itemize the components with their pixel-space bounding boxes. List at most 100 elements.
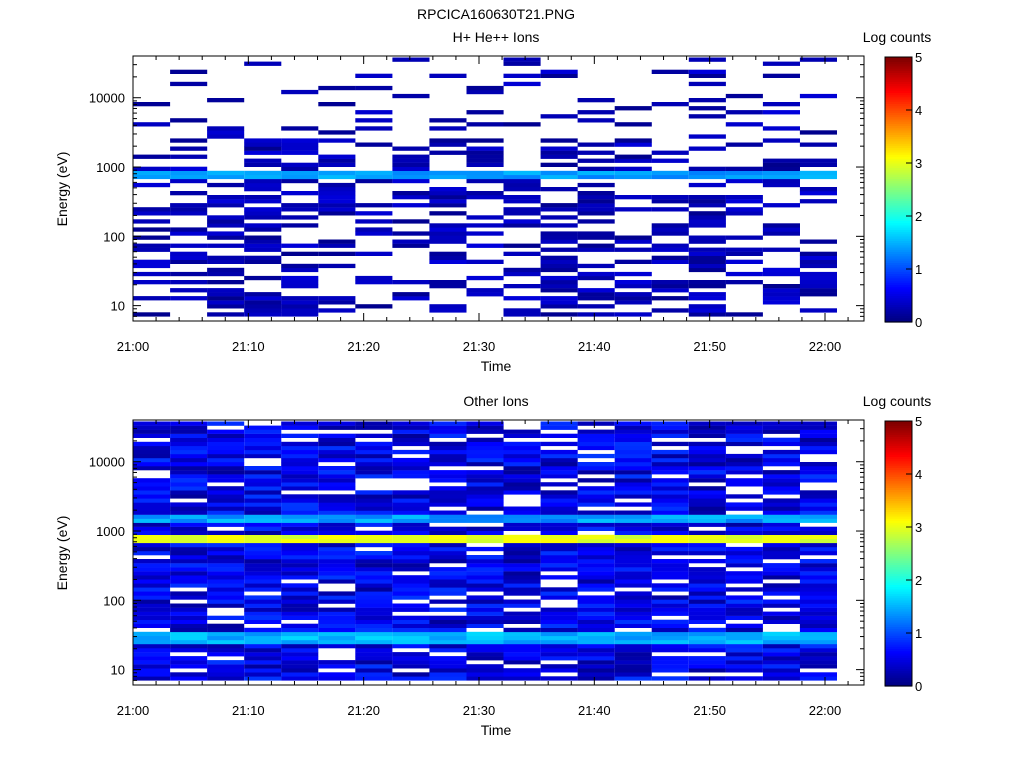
spectrogram-cell xyxy=(688,166,726,171)
spectrogram-cell xyxy=(429,615,467,620)
colorbar-segment xyxy=(885,68,912,71)
spectrogram-cell xyxy=(540,466,578,471)
colorbar-segment xyxy=(885,529,912,533)
spectrogram-cell xyxy=(577,607,615,612)
spectrogram-cell xyxy=(429,567,467,572)
spectrogram-cell xyxy=(318,470,356,475)
spectrogram-cell xyxy=(133,510,171,515)
spectrogram-cell xyxy=(392,623,430,628)
spectrogram-cell xyxy=(614,611,652,616)
spectrogram-cell xyxy=(207,486,245,491)
spectrogram-cell xyxy=(207,223,245,228)
spectrogram-cell xyxy=(503,619,541,624)
spectrogram-cell xyxy=(133,182,171,188)
spectrogram-cell xyxy=(577,639,615,645)
spectrogram-cell xyxy=(466,571,504,576)
spectrogram-cell xyxy=(133,603,171,608)
spectrogram-cell xyxy=(466,154,504,159)
spectrogram-cell xyxy=(281,478,319,483)
spectrogram-cell xyxy=(355,571,393,576)
colorbar-segment xyxy=(885,291,912,294)
spectrogram-cell xyxy=(281,664,319,669)
spectrogram-cell xyxy=(725,280,763,285)
spectrogram-cell xyxy=(281,551,319,556)
spectrogram-cell xyxy=(614,652,652,657)
spectrogram-cell xyxy=(503,478,541,483)
spectrogram-cell xyxy=(466,611,504,616)
spectrogram-cell xyxy=(133,271,171,277)
spectrogram-cell xyxy=(133,595,171,600)
spectrogram-cell xyxy=(577,668,615,673)
spectrogram-cell xyxy=(503,571,541,576)
spectrogram-cell xyxy=(614,648,652,653)
spectrogram-cell xyxy=(688,490,726,495)
spectrogram-cell xyxy=(725,660,763,665)
spectrogram-cell xyxy=(651,296,689,301)
spectrogram-cell xyxy=(244,146,282,151)
spectrogram-cell xyxy=(577,437,615,442)
spectrogram-cell xyxy=(244,449,282,455)
spectrogram-cell xyxy=(688,445,726,451)
spectrogram-cell xyxy=(281,482,319,487)
spectrogram-cell xyxy=(429,255,467,260)
spectrogram-cell xyxy=(503,522,541,527)
spectrogram-cell xyxy=(651,635,689,641)
spectrogram-cell xyxy=(540,255,578,260)
colorbar-segment xyxy=(885,207,912,210)
spectrogram-cell xyxy=(577,203,615,208)
spectrogram-cell xyxy=(318,138,356,143)
spectrogram-cell xyxy=(318,85,356,91)
colorbar-segment xyxy=(885,299,912,303)
colorbar-segment xyxy=(885,487,912,491)
spectrogram-cell xyxy=(725,603,763,608)
spectrogram-cell xyxy=(244,239,282,244)
colorbar-segment xyxy=(885,621,912,625)
spectrogram-cell xyxy=(429,203,467,208)
spectrogram-cell xyxy=(577,494,615,499)
spectrogram-cell xyxy=(170,526,208,531)
spectrogram-cell xyxy=(244,599,282,604)
colorbar-segment xyxy=(885,482,912,486)
spectrogram-cell xyxy=(614,579,652,584)
spectrogram-cell xyxy=(725,433,763,438)
colorbar-segment xyxy=(885,189,912,193)
spectrogram-cell xyxy=(429,575,467,580)
spectrogram-cell xyxy=(244,518,282,523)
spectrogram-cell xyxy=(355,466,393,471)
spectrogram-cell xyxy=(540,668,578,673)
spectrogram-cell xyxy=(392,170,430,176)
spectrogram-cell xyxy=(799,623,837,628)
spectrogram-cell xyxy=(725,207,763,212)
spectrogram-cell xyxy=(170,227,208,232)
spectrogram-cell xyxy=(392,514,430,519)
spectrogram-cell xyxy=(503,514,541,519)
spectrogram-cell xyxy=(688,676,726,681)
spectrogram-cell xyxy=(725,478,763,483)
spectrogram-cell xyxy=(799,174,837,180)
spectrogram-cell xyxy=(244,664,282,669)
colorbar-segment xyxy=(885,480,912,484)
colorbar-segment xyxy=(885,476,912,480)
colorbar-segment xyxy=(885,447,912,451)
spectrogram-cell xyxy=(244,425,282,430)
spectrogram-cell xyxy=(466,506,504,511)
spectrogram-cell xyxy=(466,490,504,495)
spectrogram-cell xyxy=(170,672,208,677)
spectrogram-cell xyxy=(725,611,763,616)
spectrogram-cell xyxy=(207,676,245,681)
colorbar-segment xyxy=(885,200,912,204)
spectrogram-cell xyxy=(318,300,356,305)
colorbar-segment xyxy=(885,57,912,60)
spectrogram-cell xyxy=(466,482,504,487)
spectrogram-cell xyxy=(244,644,282,649)
spectrogram-cell xyxy=(355,551,393,556)
colorbar-segment xyxy=(885,520,912,524)
spectrogram-cell xyxy=(133,664,171,669)
colorbar-segment xyxy=(885,666,912,669)
spectrogram-cell xyxy=(244,652,282,657)
spectrogram-cell xyxy=(392,231,430,236)
spectrogram-cell xyxy=(207,433,245,438)
spectrogram-cell xyxy=(466,223,504,228)
spectrogram-cell xyxy=(651,195,689,200)
